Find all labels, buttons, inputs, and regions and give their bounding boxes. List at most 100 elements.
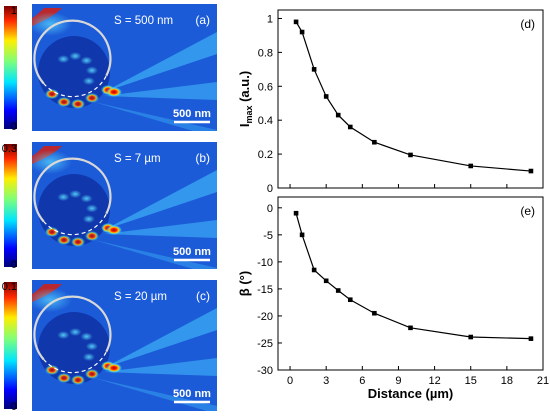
hotspot [85, 93, 99, 103]
series-line [295, 21, 532, 172]
data-point [528, 336, 534, 341]
beam-glow [32, 12, 72, 36]
y-tick-label: 0 [267, 183, 273, 195]
data-point [311, 267, 317, 273]
y-axis-label-units: (a.u.) [237, 71, 252, 106]
data-point [323, 278, 329, 284]
scattered-beam [104, 32, 217, 92]
y-axis-label-main: I [237, 124, 252, 128]
data-point [347, 124, 353, 130]
x-axis-label: Distance (µm) [368, 386, 454, 401]
hotspot [57, 97, 71, 107]
scattered-beam [104, 220, 217, 238]
y-tick-label: -25 [257, 338, 273, 350]
interior-fringe [69, 52, 82, 61]
field-map [32, 280, 217, 411]
scattered-beam [104, 170, 217, 230]
interior-fringe [82, 215, 95, 224]
colorbar-max-label: 0.3 [2, 143, 17, 155]
x-tick-label: 9 [395, 375, 401, 387]
interior-fringe [69, 328, 82, 337]
y-axis-label: β (°) [237, 271, 252, 296]
hotspot [85, 369, 99, 379]
interior-fringe [57, 193, 70, 202]
y-tick-label: 0.8 [258, 47, 273, 59]
scale-bar-label: 500 nm [173, 388, 211, 400]
x-tick-label: 12 [428, 375, 440, 387]
scattered-beam [104, 358, 217, 376]
particle-outline [33, 157, 112, 223]
y-tick-label: -15 [257, 284, 273, 296]
interior-fringe [85, 342, 98, 351]
hotspot [57, 235, 71, 245]
colorbar [4, 6, 17, 129]
panel-label: (a) [195, 13, 210, 27]
data-point [335, 112, 341, 118]
hotspot [71, 99, 85, 109]
data-point [372, 139, 377, 145]
field-map-panels: 1 0 S = 500 nm (a) 500 nm 0.3 0 S = 7 µm (b) 500 … [2, 4, 217, 413]
interior-fringe [80, 194, 93, 203]
colorbar-max-label: 0.1 [2, 281, 17, 293]
colorbar [4, 144, 17, 267]
data-point [299, 29, 305, 35]
y-tick-label: 1 [267, 13, 273, 25]
particle-outline [33, 19, 112, 85]
edge-hotspot [106, 87, 122, 97]
hotspot [45, 227, 59, 237]
data-point [408, 325, 413, 331]
particle-outline [33, 295, 112, 361]
y-tick-label: 0.4 [258, 115, 273, 127]
hotspot [71, 237, 85, 247]
scattered-beam [94, 102, 217, 131]
y-tick-label: -10 [257, 257, 273, 269]
data-point [372, 310, 377, 316]
data-point [293, 210, 299, 216]
panel-label: (d) [520, 17, 535, 31]
data-point [293, 19, 299, 25]
panel-label: (c) [196, 289, 210, 303]
colorbar-min-label: 0 [11, 121, 17, 133]
dashed-boundary [43, 75, 107, 98]
scale-bar-label: 500 nm [173, 246, 211, 258]
series-line [295, 213, 531, 340]
dashed-boundary [43, 213, 107, 236]
interior-fringe [85, 66, 98, 75]
data-point [347, 297, 353, 303]
y-tick-label: 0.2 [258, 149, 273, 161]
interior-fringe [80, 332, 93, 341]
beam-glow [32, 150, 72, 174]
data-point [323, 94, 329, 99]
field-map [32, 142, 217, 269]
field-panel-b: 0.3 0 S = 7 µm (b) 500 nm [2, 142, 217, 271]
y-axis-label: Imax (a.u.) [237, 71, 254, 127]
data-point [468, 163, 474, 169]
interior-fringe [82, 353, 95, 362]
hotspot [45, 89, 59, 99]
panel-label: (e) [520, 204, 535, 218]
scattered-beam [104, 308, 217, 368]
interior-fringe [69, 190, 82, 199]
plot-frame [277, 9, 544, 189]
y-tick-label: -30 [257, 365, 273, 377]
colorbar-min-label: 0 [11, 401, 17, 413]
interior-fringe [57, 55, 70, 64]
x-tick-label: 0 [287, 375, 293, 387]
x-tick-label: 15 [465, 375, 477, 387]
chart-beta: 0 3 6 9 12 15 18 21 0 -5 -10 -15 -20 -25 -30 (e) β (°) Di… [237, 196, 549, 401]
separation-label: S = 7 µm [114, 153, 161, 165]
data-point [528, 168, 534, 174]
edge-hotspot [106, 225, 122, 235]
y-tick-label: 0 [267, 203, 273, 215]
field-panel-a: 1 0 S = 500 nm (a) 500 nm [4, 4, 217, 133]
separation-label: S = 20 µm [114, 291, 167, 303]
data-point [311, 67, 317, 72]
interior-fringe [85, 204, 98, 213]
y-tick-label: -5 [263, 230, 273, 242]
hotspot [85, 231, 99, 241]
beam-glow [32, 288, 72, 312]
y-axis-label-subscript: max [244, 106, 254, 124]
colorbar [4, 282, 17, 409]
edge-hotspot [106, 363, 122, 373]
colorbar-max-label: 1 [11, 5, 17, 17]
